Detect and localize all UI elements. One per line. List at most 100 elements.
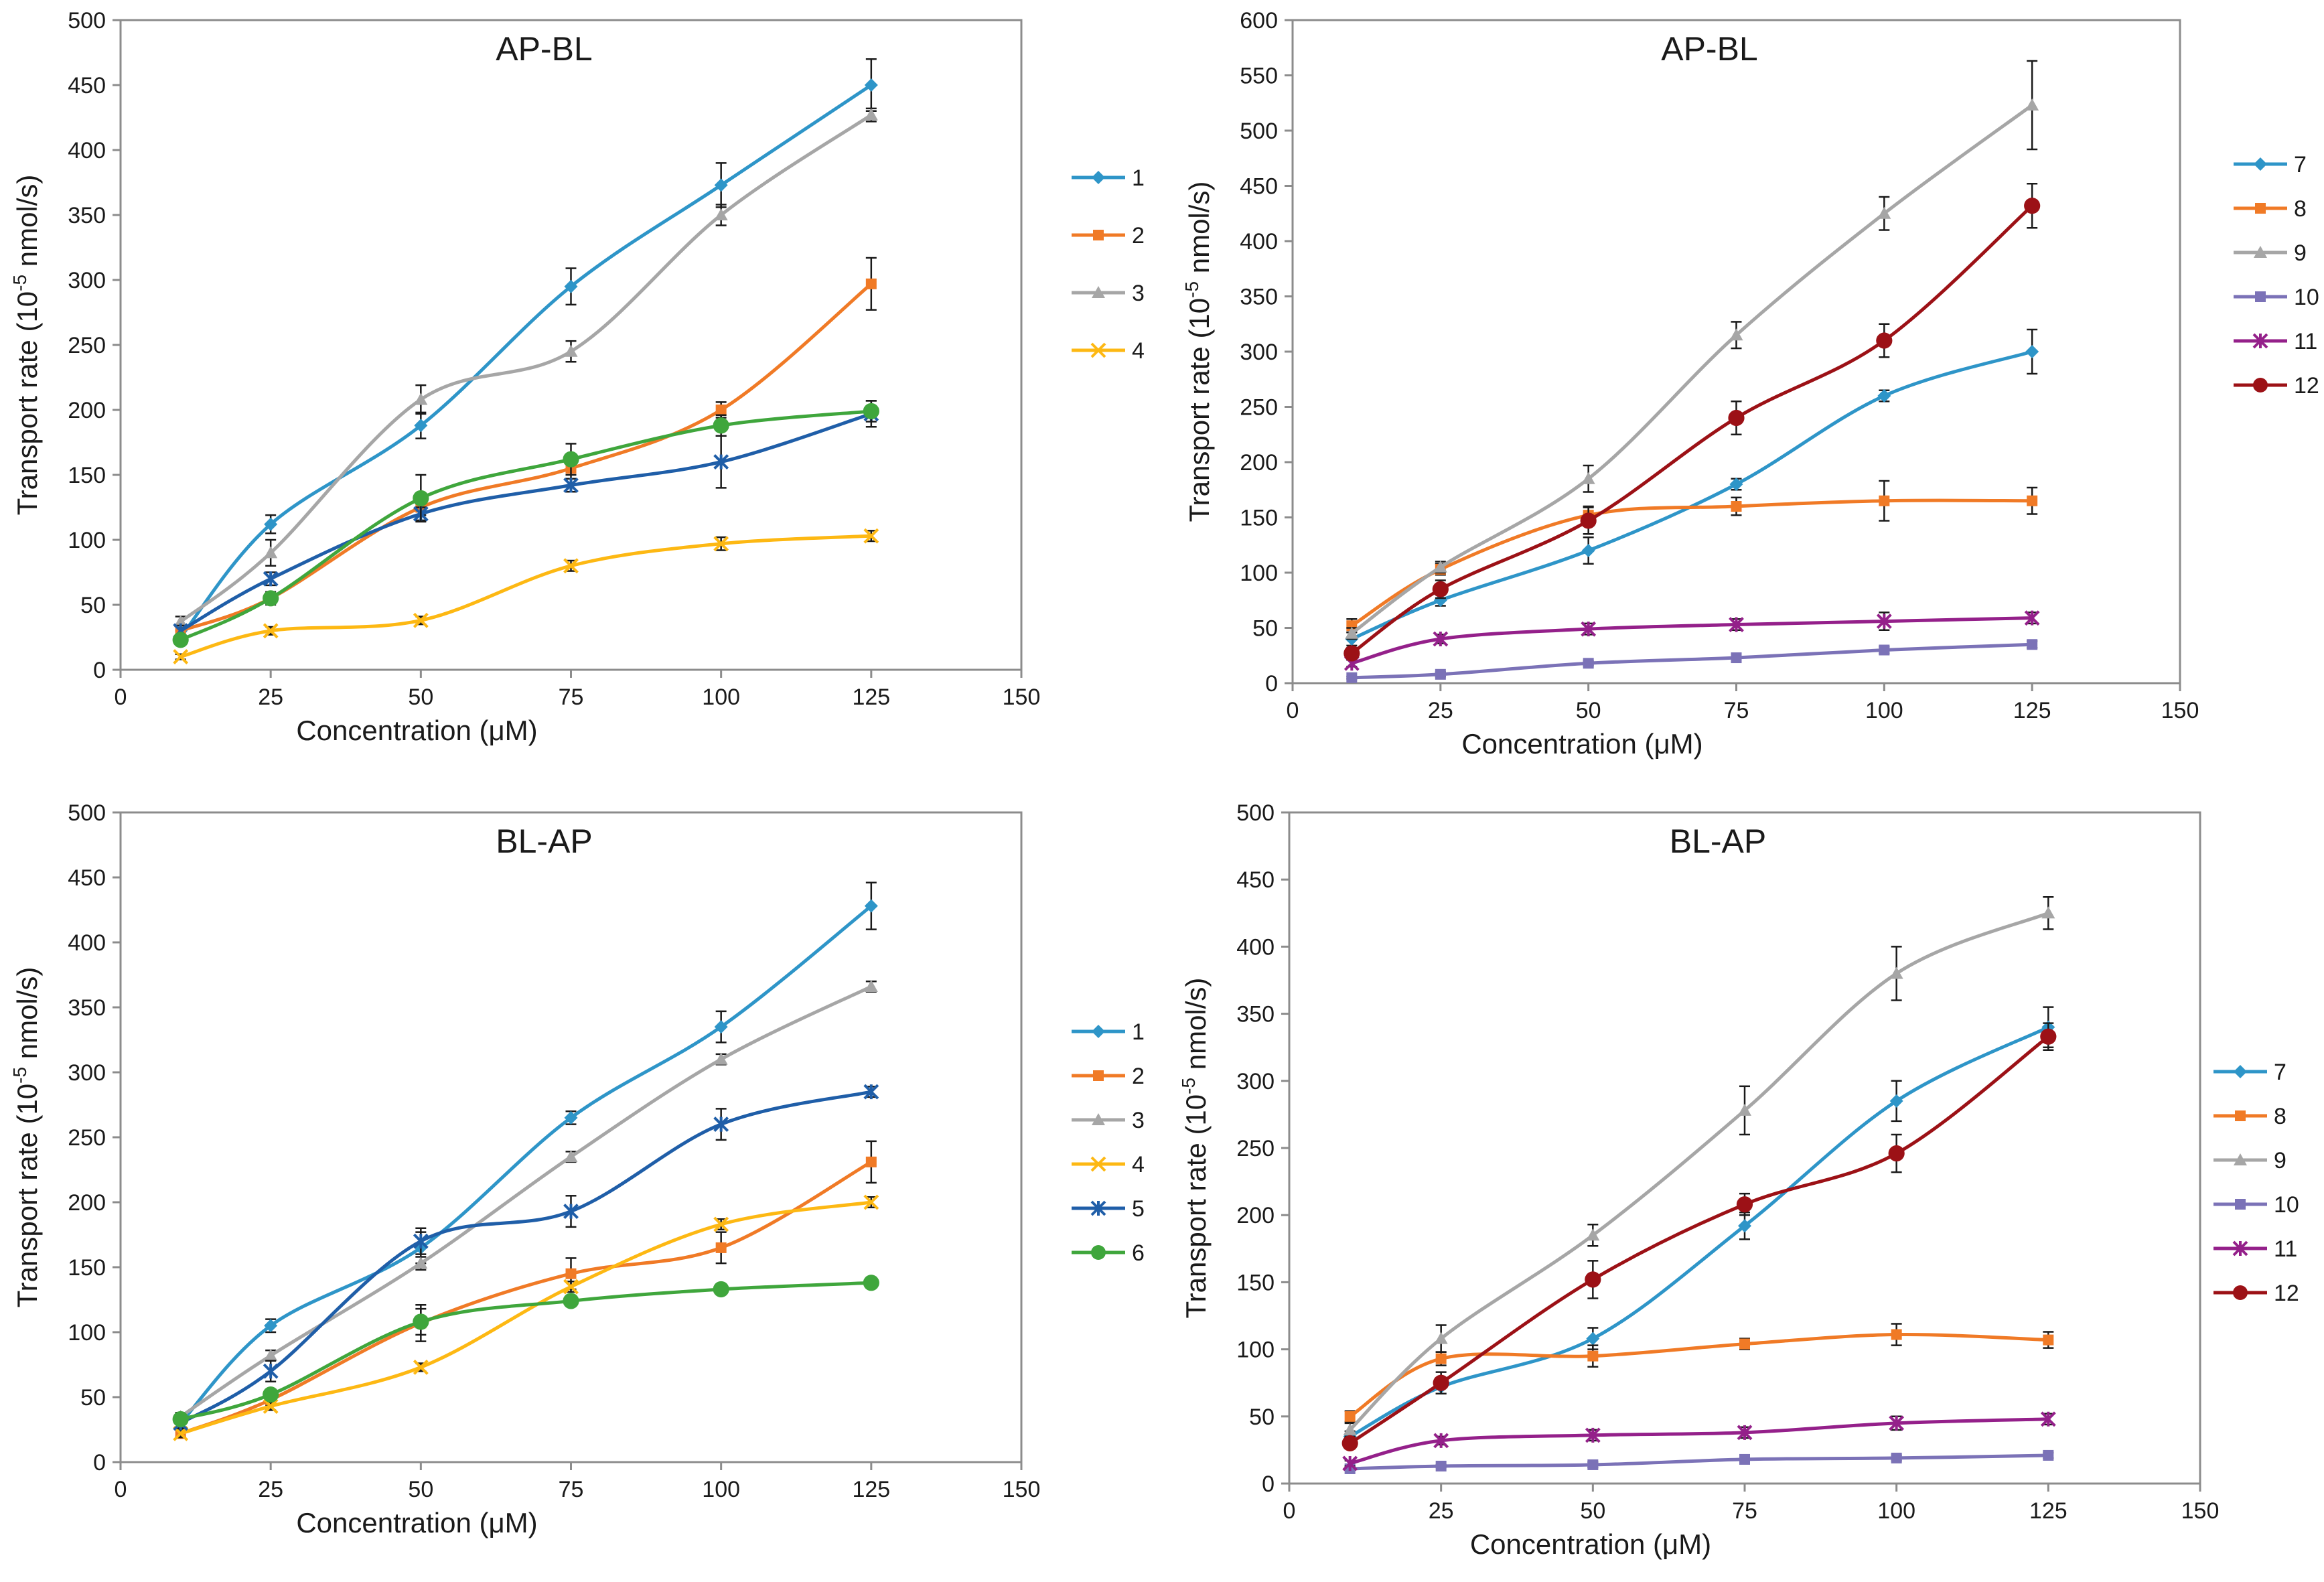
legend-label: 5: [1132, 1196, 1145, 1222]
legend-marker: [2255, 203, 2266, 214]
y-tick-label: 500: [68, 800, 106, 826]
data-point-series-8: [1344, 1411, 1356, 1422]
x-axis-title: Concentration (μM): [296, 715, 537, 746]
data-point-series-3: [173, 615, 188, 628]
x-tick-label: 150: [2161, 698, 2199, 723]
y-tick-label: 150: [68, 463, 106, 488]
y-tick-label: 500: [68, 8, 106, 33]
data-point-series-3: [264, 546, 278, 559]
data-point-series-6: [563, 451, 579, 468]
legend-item-8: 8: [2213, 1104, 2286, 1129]
y-tick-label: 450: [68, 865, 106, 891]
legend-item-7: 7: [2213, 1060, 2286, 1085]
y-tick-label: 250: [1240, 395, 1278, 421]
legend-item-10: 10: [2213, 1192, 2299, 1218]
data-point-series-10: [2027, 639, 2038, 650]
data-point-series-4: [413, 1359, 429, 1375]
y-axis-title-unit: nmol/s): [11, 967, 43, 1067]
y-tick-label: 400: [1240, 229, 1278, 255]
data-point-series-3: [864, 108, 878, 121]
legend-label: 2: [1132, 1064, 1145, 1089]
legend-item-6: 6: [1072, 1240, 1145, 1266]
data-point-series-12: [2040, 1028, 2057, 1045]
data-point-series-7: [2025, 345, 2039, 358]
series-3: [173, 979, 878, 1423]
x-tick-label: 125: [852, 685, 890, 710]
data-point-series-9: [1343, 1423, 1357, 1435]
series-6: [172, 400, 879, 648]
series-4: [173, 528, 879, 665]
y-axis-title: Transport rate (10-5 nmol/s): [1178, 978, 1212, 1319]
y-tick-label: 350: [68, 203, 106, 228]
data-point-series-1: [714, 1020, 728, 1034]
data-point-series-4: [563, 558, 579, 574]
data-point-series-5: [563, 1204, 579, 1219]
data-point-series-10: [1587, 1459, 1599, 1470]
data-point-series-6: [713, 417, 729, 434]
legend-item-9: 9: [2213, 1148, 2286, 1173]
legend-label: 3: [1132, 1108, 1145, 1133]
data-point-series-8: [1879, 495, 1890, 506]
x-tick-label: 50: [408, 1477, 433, 1502]
data-point-series-5: [263, 1363, 279, 1379]
y-tick-label: 450: [68, 73, 106, 98]
series-line-3: [179, 113, 873, 624]
y-tick-label: 0: [1265, 671, 1278, 697]
data-point-series-6: [863, 403, 879, 420]
chart-panel-ap-bl-compounds-7-12: 0 50 100 150 200 250 300 350 400 450 500 550 600 0 25 5…: [1181, 8, 2319, 760]
y-tick-label: 50: [80, 593, 106, 618]
legend-item-9: 9: [2234, 240, 2307, 266]
x-tick-label: 75: [1724, 698, 1749, 723]
data-point-series-5: [863, 1084, 879, 1100]
data-point-series-9: [1345, 626, 1359, 639]
series-line-10: [1350, 642, 2034, 680]
data-point-series-5: [713, 1117, 729, 1133]
legend-item-11: 11: [2213, 1236, 2297, 1262]
legend-label: 1: [1132, 165, 1145, 191]
data-point-series-5: [413, 1233, 429, 1249]
chart-title: BL-AP: [496, 822, 593, 860]
legend-label: 7: [2294, 152, 2307, 177]
x-tick-label: 25: [258, 1477, 283, 1502]
data-point-series-6: [413, 490, 429, 507]
legend-item-8: 8: [2234, 196, 2307, 222]
legend-marker: [2254, 246, 2267, 258]
data-point-series-11: [1433, 1433, 1449, 1449]
data-point-series-12: [1343, 645, 1360, 662]
y-axis-title: Transport rate (10-5 nmol/s): [1181, 182, 1215, 522]
x-tick-label: 100: [702, 685, 740, 710]
data-point-series-11: [1729, 617, 1744, 632]
y-axis-title-main: Transport rate (10: [1183, 298, 1215, 522]
legend-marker: [2252, 333, 2268, 349]
y-tick-label: 50: [1249, 1405, 1275, 1430]
legend-marker: [1092, 1025, 1105, 1038]
series-9: [1343, 896, 2055, 1438]
y-tick-label: 150: [1240, 506, 1278, 531]
series-line-9: [1350, 103, 2034, 636]
data-point-series-8: [1891, 1329, 1902, 1340]
y-axis-title-main: Transport rate (10: [1180, 1094, 1212, 1319]
legend-item-11: 11: [2234, 329, 2317, 354]
series-line-8: [1350, 498, 2034, 628]
data-point-series-11: [2024, 610, 2040, 626]
series-8: [1346, 480, 2038, 634]
y-tick-label: 100: [1236, 1338, 1275, 1363]
chart-title: AP-BL: [1661, 30, 1758, 68]
x-tick-label: 0: [115, 1477, 127, 1502]
data-point-series-7: [1889, 1094, 1903, 1108]
y-tick-label: 200: [1236, 1203, 1275, 1228]
data-point-series-10: [1739, 1453, 1750, 1465]
data-point-series-10: [1435, 668, 1446, 680]
data-point-series-1: [414, 419, 428, 433]
legend-marker: [2235, 1110, 2246, 1121]
data-point-series-2: [865, 1156, 877, 1167]
data-point-series-2: [715, 405, 727, 415]
data-point-series-6: [413, 1313, 429, 1330]
data-point-series-7: [1586, 1332, 1600, 1346]
data-point-series-10: [1731, 652, 1742, 664]
x-tick-label: 25: [1429, 1498, 1454, 1524]
series-line-6: [179, 409, 873, 642]
data-point-series-1: [864, 899, 878, 913]
series-line-5: [179, 412, 873, 633]
